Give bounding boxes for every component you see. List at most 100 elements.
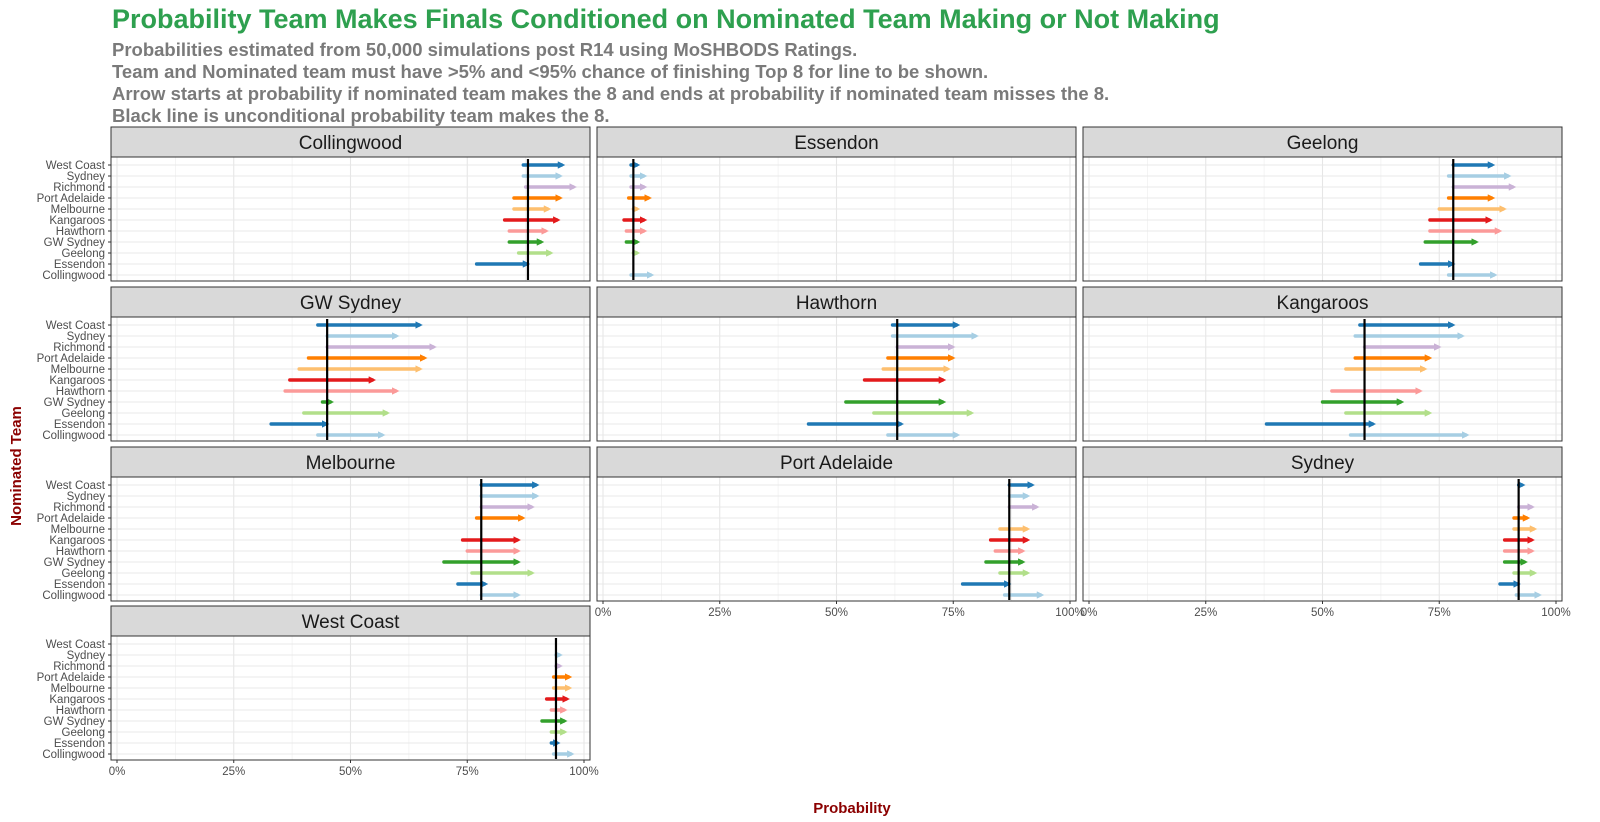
y-tick-label: Port Adelaide [37,513,105,525]
x-tick-label: 75% [1428,607,1451,619]
y-tick-label: Richmond [53,182,105,194]
y-tick-label: West Coast [46,480,106,492]
facet-title: Geelong [1287,133,1359,154]
y-tick-label: Essendon [54,738,105,750]
facet-strip [1082,126,1563,158]
subtitle-line: Arrow starts at probability if nominated… [112,83,1110,104]
facet-title: GW Sydney [300,293,402,314]
facet-panel: Kangaroos [1082,286,1563,442]
y-tick-label: Collingwood [42,270,105,282]
y-tick-label: GW Sydney [44,237,106,249]
y-tick-label: Port Adelaide [37,672,105,684]
x-tick-label: 0% [109,766,126,778]
y-tick-label: Collingwood [42,430,105,442]
facet-title: West Coast [302,612,401,633]
chart-subtitle: Probabilities estimated from 50,000 simu… [112,39,1109,127]
y-tick-label: Essendon [54,259,105,271]
x-tick-label: 50% [825,607,848,619]
facet-panel: Hawthorn [596,286,1077,442]
x-tick-label: 25% [1194,607,1217,619]
panel-border [110,476,591,602]
facet-strip [110,286,591,318]
facet-panel: Geelong [1082,126,1563,282]
facet-panel: Port Adelaide 0% 25% 50% 75% 100% [595,446,1085,619]
panel-border [596,316,1077,442]
y-tick-label: Geelong [62,568,105,580]
y-tick-label: Hawthorn [56,546,105,558]
y-tick-label: Kangaroos [49,694,105,706]
y-tick-label: Collingwood [42,749,105,761]
facet-strip [110,605,591,637]
y-tick-label: Port Adelaide [37,193,105,205]
y-tick-label: West Coast [46,160,106,172]
x-tick-label: 75% [942,607,965,619]
facet-strip [596,126,1077,158]
facet-title: Hawthorn [796,293,877,314]
x-tick-label: 25% [222,766,245,778]
y-tick-label: Kangaroos [49,375,105,387]
y-tick-label: Sydney [67,331,106,343]
y-tick-label: Essendon [54,419,105,431]
y-tick-label: Kangaroos [49,535,105,547]
y-tick-label: Geelong [62,727,105,739]
y-tick-label: GW Sydney [44,716,106,728]
facet-panel: Collingwood West CoastSydneyRichmondPort … [37,126,591,282]
y-tick-label: Melbourne [51,204,105,216]
y-tick-label: Geelong [62,408,105,420]
x-axis-title: Probability [813,800,891,817]
subtitle-line: Probabilities estimated from 50,000 simu… [112,39,858,60]
x-tick-label: 50% [339,766,362,778]
y-tick-label: GW Sydney [44,557,106,569]
y-tick-label: Richmond [53,661,105,673]
y-tick-label: Melbourne [51,364,105,376]
facet-strip [596,446,1077,478]
x-tick-label: 100% [569,766,598,778]
y-tick-label: Sydney [67,171,106,183]
subtitle-line: Team and Nominated team must have >5% an… [112,61,989,82]
panel-border [1082,316,1563,442]
facet-title: Kangaroos [1277,293,1369,314]
y-tick-label: Richmond [53,502,105,514]
x-tick-label: 25% [708,607,731,619]
y-tick-label: Melbourne [51,524,105,536]
facet-title: Melbourne [306,453,396,474]
facet-strip [596,286,1077,318]
facet-panel: Sydney 0% 25% 50% 75% 100% [1081,446,1571,619]
x-tick-label: 50% [1311,607,1334,619]
x-tick-label: 0% [1081,607,1098,619]
y-tick-label: Hawthorn [56,386,105,398]
x-tick-label: 75% [456,766,479,778]
subtitle-line: Black line is unconditional probability … [112,105,610,126]
facet-title: Sydney [1291,453,1355,474]
y-tick-label: Kangaroos [49,215,105,227]
y-tick-label: Hawthorn [56,705,105,717]
panel-border [1082,156,1563,282]
y-tick-label: Sydney [67,650,106,662]
y-axis-title: Nominated Team [8,406,25,526]
y-tick-label: Melbourne [51,683,105,695]
y-tick-label: West Coast [46,320,106,332]
y-tick-label: GW Sydney [44,397,106,409]
y-tick-label: Essendon [54,579,105,591]
panel-border [110,156,591,282]
y-tick-label: Sydney [67,491,106,503]
y-tick-label: Hawthorn [56,226,105,238]
y-tick-label: West Coast [46,639,106,651]
chart-title: Probability Team Makes Finals Conditione… [112,4,1220,34]
facet-panel: Essendon [596,126,1077,282]
panel-border [596,156,1077,282]
facet-title: Port Adelaide [780,453,893,474]
panel-border [110,316,591,442]
facet-strip [1082,446,1563,478]
x-tick-label: 100% [1541,607,1570,619]
y-tick-label: Geelong [62,248,105,260]
x-tick-label: 0% [595,607,612,619]
y-tick-label: Collingwood [42,590,105,602]
facet-title: Collingwood [299,133,403,154]
y-tick-label: Richmond [53,342,105,354]
facet-title: Essendon [794,133,879,154]
